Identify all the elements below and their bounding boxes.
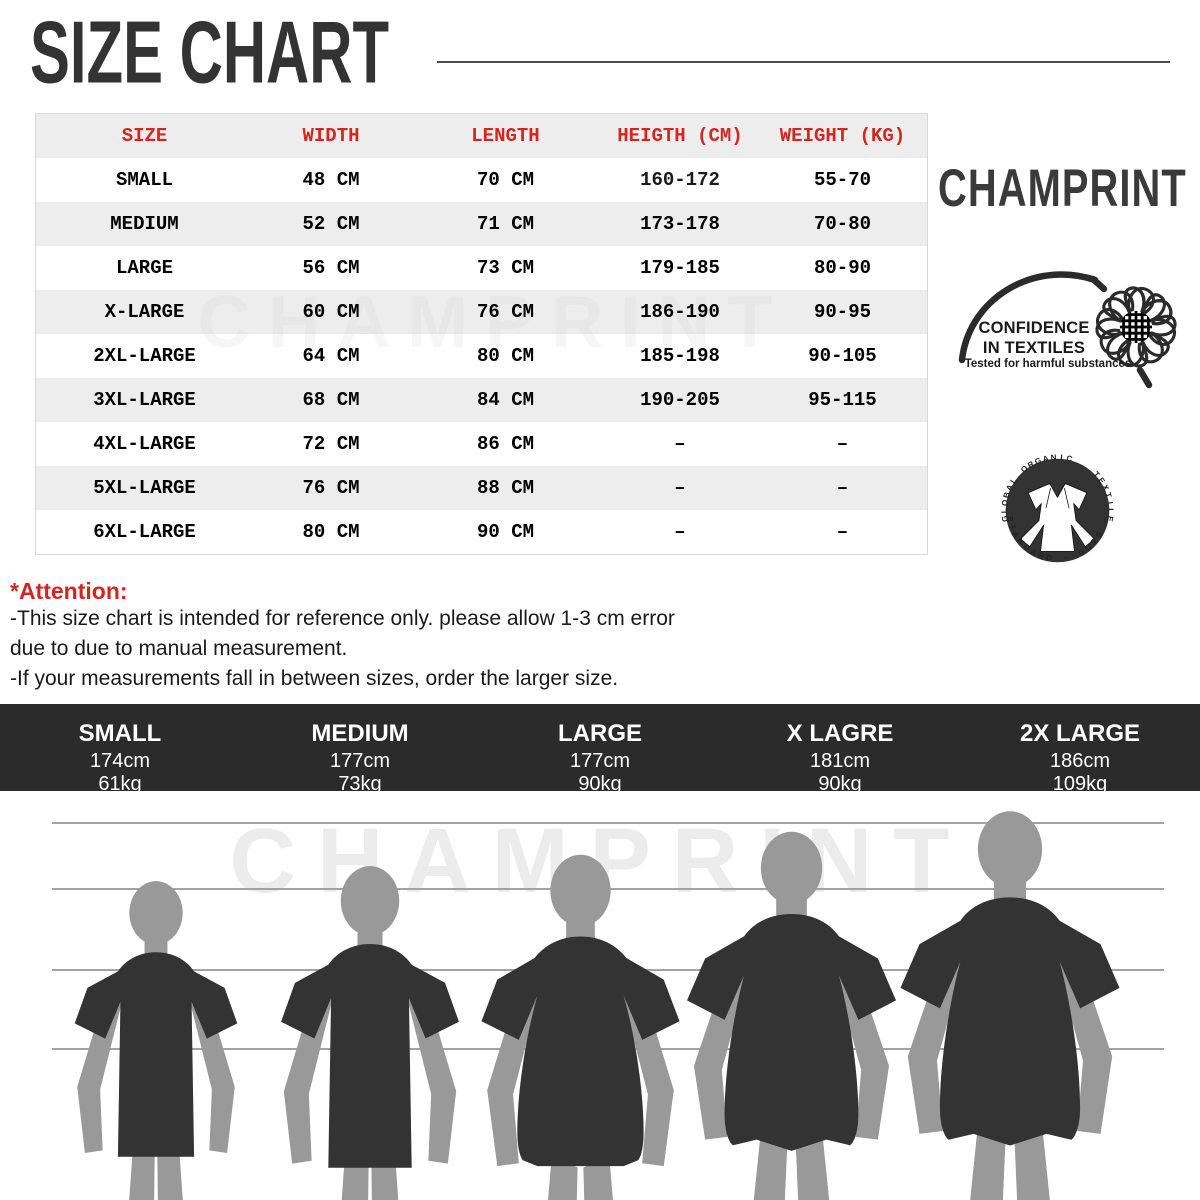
svg-text:L: L	[1000, 508, 1009, 513]
svg-text:O: O	[1000, 499, 1010, 506]
svg-text:L: L	[1106, 508, 1115, 513]
svg-text:N: N	[1050, 453, 1057, 462]
svg-text:I: I	[1105, 501, 1114, 505]
svg-text:A: A	[1042, 454, 1050, 464]
